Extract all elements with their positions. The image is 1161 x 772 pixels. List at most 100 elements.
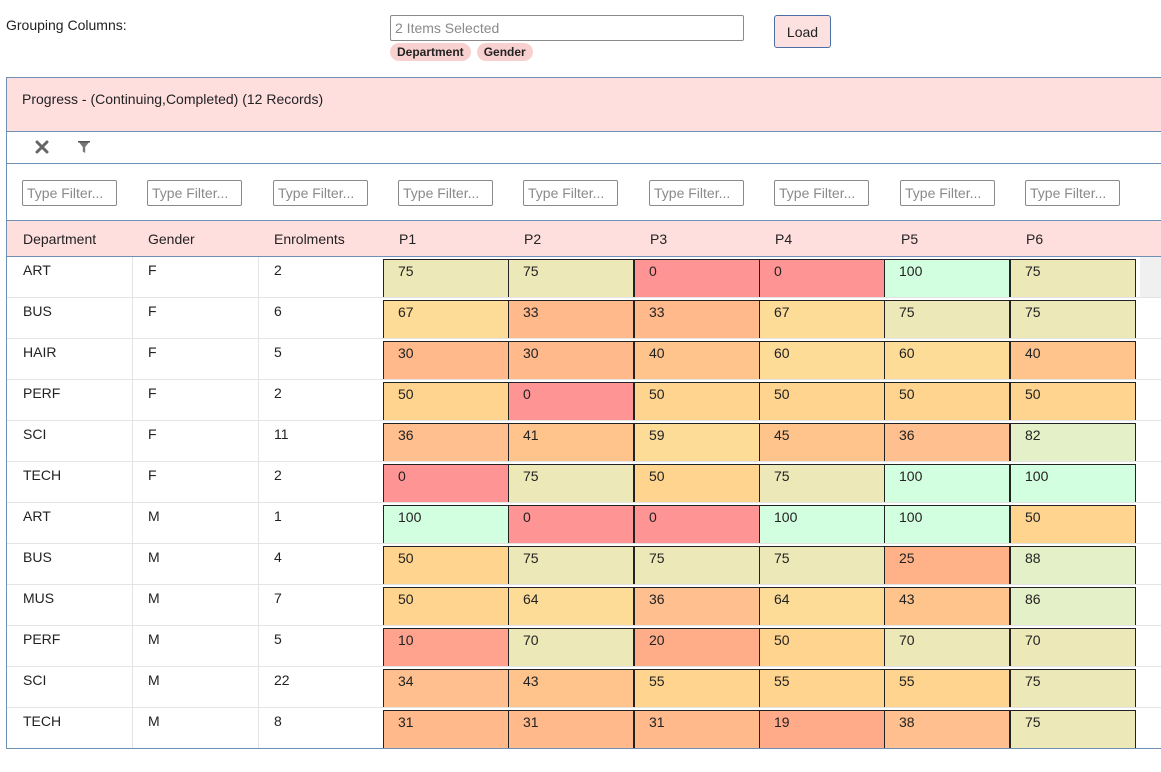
grid-body: ART F 2 75 75 0 0 100 75 BUS F 6 67 33 33 67 75 75 HAIR F 5 3… xyxy=(7,257,1161,748)
cell-p1: 50 xyxy=(383,382,509,421)
filter-enrolments[interactable] xyxy=(273,180,368,206)
cell-p1: 31 xyxy=(383,710,509,748)
row-separator xyxy=(7,584,1161,585)
cell-p2: 70 xyxy=(508,628,634,667)
cell-enrolments: 2 xyxy=(274,385,282,401)
column-header-p2[interactable]: P2 xyxy=(524,231,542,247)
row-separator xyxy=(7,297,1161,298)
table-row[interactable]: TECH M 8 31 31 31 19 38 75 xyxy=(7,708,1161,748)
cell-gender: F xyxy=(148,385,157,401)
table-row[interactable]: BUS F 6 67 33 33 67 75 75 xyxy=(7,298,1161,339)
cell-p3: 50 xyxy=(634,464,760,503)
cell-p6: 88 xyxy=(1010,546,1136,585)
cell-p6: 75 xyxy=(1010,300,1136,339)
cell-p6: 82 xyxy=(1010,423,1136,462)
cell-p1: 36 xyxy=(383,423,509,462)
cell-p2: 75 xyxy=(508,464,634,503)
funnel-icon[interactable] xyxy=(77,140,91,157)
cell-p3: 0 xyxy=(634,259,760,298)
cell-gender: M xyxy=(148,508,160,524)
filter-p1[interactable] xyxy=(398,180,493,206)
cell-department: BUS xyxy=(23,549,52,565)
cell-p3: 20 xyxy=(634,628,760,667)
table-row[interactable]: BUS M 4 50 75 75 75 25 88 xyxy=(7,544,1161,585)
row-separator xyxy=(7,707,1161,708)
cell-p4: 75 xyxy=(759,464,885,503)
column-divider xyxy=(132,544,133,585)
filter-department[interactable] xyxy=(22,180,117,206)
row-separator xyxy=(7,420,1161,421)
cell-gender: F xyxy=(148,262,157,278)
filter-p4[interactable] xyxy=(774,180,869,206)
scrollbar-track[interactable] xyxy=(1140,257,1161,298)
cell-department: HAIR xyxy=(23,344,57,360)
cell-gender: F xyxy=(148,303,157,319)
cell-p1: 50 xyxy=(383,587,509,626)
cell-gender: M xyxy=(148,631,160,647)
cell-enrolments: 8 xyxy=(274,713,282,729)
cell-p5: 100 xyxy=(884,464,1010,503)
table-row[interactable]: HAIR F 5 30 30 40 60 60 40 xyxy=(7,339,1161,380)
cell-p2: 75 xyxy=(508,546,634,585)
column-header-p4[interactable]: P4 xyxy=(775,231,793,247)
column-header-department[interactable]: Department xyxy=(23,231,97,247)
row-separator xyxy=(7,379,1161,380)
column-header-enrolments[interactable]: Enrolments xyxy=(274,231,345,247)
grouping-multiselect[interactable]: 2 Items Selected xyxy=(390,15,744,41)
row-separator xyxy=(7,543,1161,544)
column-header-p5[interactable]: P5 xyxy=(901,231,919,247)
chip-gender[interactable]: Gender xyxy=(476,43,533,61)
chip-department[interactable]: Department xyxy=(390,43,471,61)
filter-p6[interactable] xyxy=(1025,180,1120,206)
filter-p5[interactable] xyxy=(900,180,995,206)
load-button[interactable]: Load xyxy=(774,15,831,48)
column-divider xyxy=(132,667,133,708)
filter-p3[interactable] xyxy=(649,180,744,206)
row-separator xyxy=(7,502,1161,503)
table-row[interactable]: PERF M 5 10 70 20 50 70 70 xyxy=(7,626,1161,667)
panel-title: Progress - (Continuing,Completed) (12 Re… xyxy=(7,78,1161,132)
table-row[interactable]: TECH F 2 0 75 50 75 100 100 xyxy=(7,462,1161,503)
cell-gender: M xyxy=(148,549,160,565)
cell-p4: 0 xyxy=(759,259,885,298)
table-row[interactable]: PERF F 2 50 0 50 50 50 50 xyxy=(7,380,1161,421)
column-divider xyxy=(258,708,259,748)
cell-p2: 31 xyxy=(508,710,634,748)
cell-gender: M xyxy=(148,590,160,606)
table-row[interactable]: SCI F 11 36 41 59 45 36 82 xyxy=(7,421,1161,462)
column-divider xyxy=(132,708,133,748)
column-divider xyxy=(258,421,259,462)
column-header-gender[interactable]: Gender xyxy=(148,231,195,247)
filter-p2[interactable] xyxy=(523,180,618,206)
cell-department: BUS xyxy=(23,303,52,319)
column-header-p3[interactable]: P3 xyxy=(650,231,668,247)
table-row[interactable]: ART M 1 100 0 0 100 100 50 xyxy=(7,503,1161,544)
grid-toolbar xyxy=(7,132,1161,164)
cell-p5: 100 xyxy=(884,259,1010,298)
table-row[interactable]: SCI M 22 34 43 55 55 55 75 xyxy=(7,667,1161,708)
table-row[interactable]: ART F 2 75 75 0 0 100 75 xyxy=(7,257,1161,298)
column-divider xyxy=(258,585,259,626)
column-divider xyxy=(132,626,133,667)
x-icon[interactable] xyxy=(35,140,49,157)
cell-p2: 0 xyxy=(508,505,634,544)
cell-p6: 86 xyxy=(1010,587,1136,626)
cell-p3: 40 xyxy=(634,341,760,380)
cell-p2: 30 xyxy=(508,341,634,380)
cell-p2: 64 xyxy=(508,587,634,626)
cell-department: MUS xyxy=(23,590,55,606)
cell-gender: M xyxy=(148,713,160,729)
column-divider xyxy=(132,421,133,462)
column-header-p1[interactable]: P1 xyxy=(399,231,417,247)
cell-p1: 30 xyxy=(383,341,509,380)
cell-p6: 100 xyxy=(1010,464,1136,503)
cell-department: TECH xyxy=(23,467,62,483)
cell-p1: 0 xyxy=(383,464,509,503)
cell-p4: 60 xyxy=(759,341,885,380)
column-header-p6[interactable]: P6 xyxy=(1026,231,1044,247)
cell-p5: 43 xyxy=(884,587,1010,626)
cell-p3: 50 xyxy=(634,382,760,421)
cell-p4: 50 xyxy=(759,628,885,667)
table-row[interactable]: MUS M 7 50 64 36 64 43 86 xyxy=(7,585,1161,626)
filter-gender[interactable] xyxy=(147,180,242,206)
